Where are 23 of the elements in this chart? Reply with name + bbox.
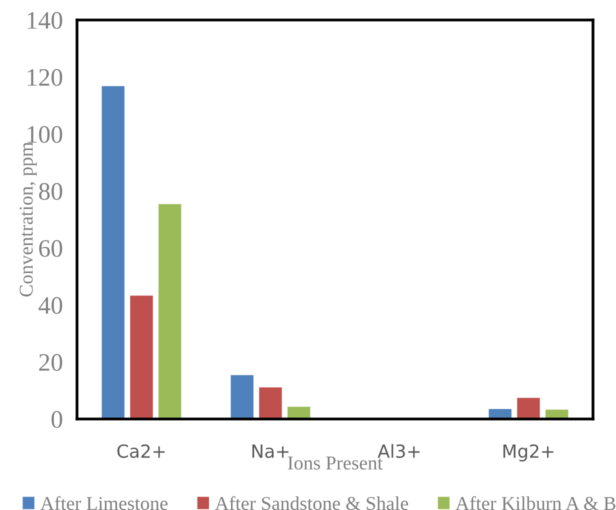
legend-label: After Kilburn A & B bbox=[456, 496, 616, 510]
x-tick-label: Mg2+ bbox=[503, 444, 554, 462]
y-tick-label: 100 bbox=[28, 126, 62, 143]
y-tick-label: 40 bbox=[38, 297, 62, 314]
y-tick-label: 120 bbox=[28, 69, 62, 86]
legend-label: After Sandstone & Shale bbox=[215, 496, 408, 510]
bar bbox=[230, 375, 254, 419]
y-tick-label: 20 bbox=[39, 354, 62, 371]
bar bbox=[158, 204, 182, 419]
y-tick-label: 140 bbox=[28, 12, 62, 29]
bar bbox=[102, 86, 124, 419]
bar bbox=[259, 387, 282, 419]
x-tick-label: Al3+ bbox=[378, 444, 420, 458]
y-tick-label: 0 bbox=[52, 411, 62, 428]
bar bbox=[130, 296, 153, 419]
y-axis-title: Conventration, ppm bbox=[20, 142, 37, 296]
y-tick-label: 80 bbox=[39, 183, 62, 200]
bar bbox=[517, 398, 540, 419]
y-tick-label: 60 bbox=[39, 240, 62, 257]
x-tick-label: Na+ bbox=[252, 444, 288, 458]
x-tick-label: Ca2+ bbox=[117, 444, 165, 458]
legend-label: After Limestone bbox=[40, 496, 168, 510]
x-axis-title: Ions Present bbox=[288, 456, 383, 470]
